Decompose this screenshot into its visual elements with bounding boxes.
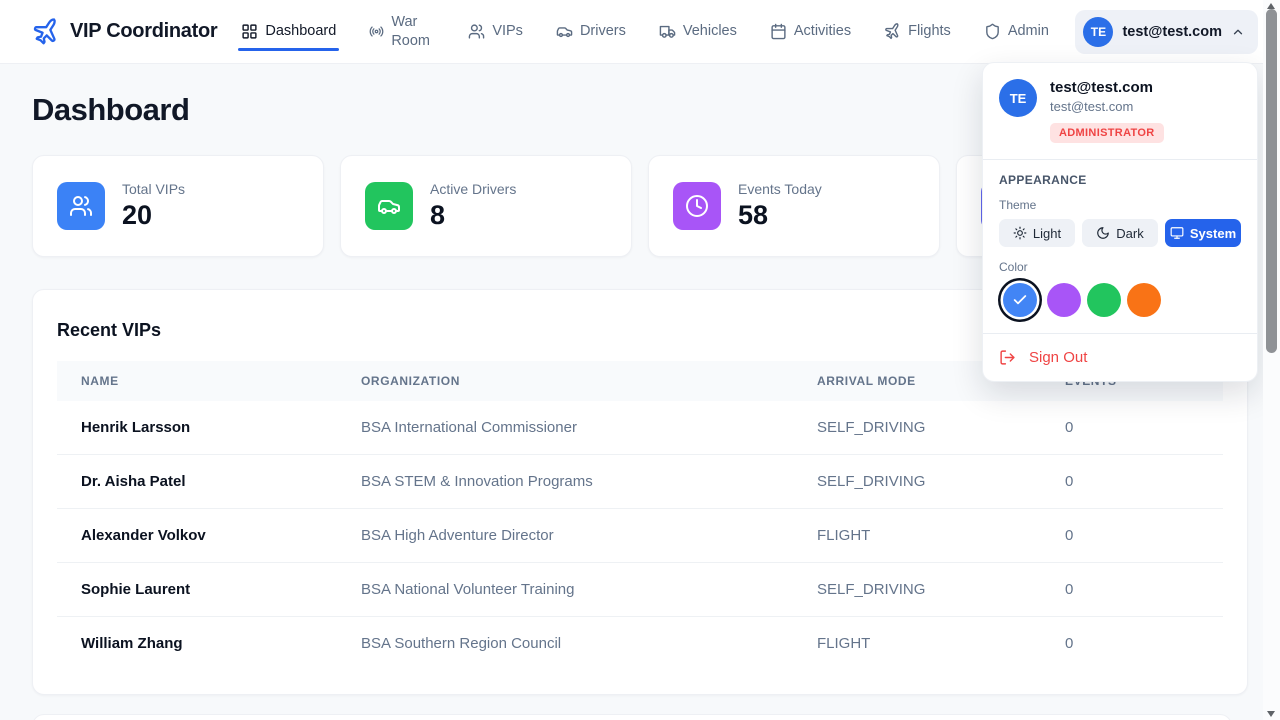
truck-icon xyxy=(659,23,676,40)
stat-value: 8 xyxy=(430,200,446,230)
plane-icon xyxy=(884,23,901,40)
theme-light-button[interactable]: Light xyxy=(999,219,1075,247)
scroll-up-arrow-icon[interactable] xyxy=(1267,3,1275,9)
car-icon xyxy=(556,23,573,40)
stat-card-events-today: Events Today 58 xyxy=(648,155,940,257)
monitor-icon xyxy=(1170,226,1184,240)
panel-title: Recent VIPs xyxy=(57,320,162,340)
appearance-section: APPEARANCE Theme Light Dark xyxy=(983,160,1257,333)
table-row[interactable]: Henrik Larsson BSA International Commiss… xyxy=(81,419,1074,436)
dropdown-user-name: test@test.com xyxy=(1050,79,1153,96)
app-title: VIP Coordinator xyxy=(70,20,218,42)
users-icon xyxy=(468,23,485,40)
avatar: TE xyxy=(999,79,1037,117)
table-row[interactable]: Alexander Volkov BSA High Adventure Dire… xyxy=(57,508,1223,563)
recent-vips-table: Name Organization Arrival Mode Events He… xyxy=(57,361,1223,670)
nav-item-dashboard[interactable]: Dashboard xyxy=(238,22,340,51)
dropdown-user-email: test@test.com xyxy=(1050,99,1134,114)
column-header-organization: Organization xyxy=(337,361,793,401)
sign-out-button[interactable]: Sign Out xyxy=(983,334,1257,381)
nav-item-activities[interactable]: Activities xyxy=(770,22,851,40)
calendar-icon xyxy=(770,23,787,40)
user-dropdown-menu: TE test@test.com test@test.com ADMINISTR… xyxy=(982,62,1258,382)
check-icon xyxy=(1012,292,1028,308)
stat-label: Total VIPs xyxy=(122,181,186,197)
table-header-row: Name Organization Arrival Mode Events xyxy=(57,361,1223,401)
nav-item-war-room[interactable]: War Room xyxy=(369,13,435,49)
car-icon xyxy=(365,182,413,230)
user-menu-button[interactable]: TE test@test.com xyxy=(1075,10,1258,54)
avatar: TE xyxy=(1083,17,1114,47)
table-row[interactable]: William Zhang BSA Southern Region Counci… xyxy=(57,616,1223,671)
color-swatch-orange[interactable] xyxy=(1127,283,1161,317)
radio-tower-icon xyxy=(369,24,384,39)
log-out-icon xyxy=(999,349,1016,366)
stat-label: Events Today xyxy=(738,181,822,197)
users-icon xyxy=(57,182,105,230)
theme-switcher: Light Dark System xyxy=(999,219,1241,247)
user-email: test@test.com xyxy=(1122,24,1222,40)
table-row[interactable]: Dr. Aisha Patel BSA STEM & Innovation Pr… xyxy=(57,454,1223,509)
stat-label: Active Drivers xyxy=(430,181,517,197)
color-swatch-green[interactable] xyxy=(1087,283,1121,317)
plane-logo-icon xyxy=(32,17,60,46)
stat-value: 20 xyxy=(122,200,153,230)
top-nav-bar: VIP Coordinator Dashboard War Room xyxy=(0,0,1280,64)
vertical-scrollbar[interactable] xyxy=(1263,0,1280,720)
column-header-name: Name xyxy=(57,361,337,401)
chevron-up-icon xyxy=(1231,25,1245,39)
shield-icon xyxy=(984,23,1001,40)
color-swatch-blue[interactable] xyxy=(1003,283,1037,317)
brand: VIP Coordinator xyxy=(32,17,218,46)
sun-icon xyxy=(1013,226,1027,240)
scrollbar-thumb[interactable] xyxy=(1266,9,1277,353)
main-content: Dashboard Total VIPs 20 Active Drivers 8 xyxy=(0,92,1280,695)
layout-grid-icon xyxy=(241,23,258,40)
divider xyxy=(983,333,1257,334)
table-row[interactable]: Sophie Laurent BSA National Volunteer Tr… xyxy=(57,562,1223,617)
theme-dark-button[interactable]: Dark xyxy=(1082,219,1158,247)
color-label: Color xyxy=(999,260,1028,274)
nav-item-admin[interactable]: Admin xyxy=(984,22,1049,40)
role-badge: ADMINISTRATOR xyxy=(1050,123,1164,143)
stat-card-total-vips: Total VIPs 20 xyxy=(32,155,324,257)
appearance-heading: APPEARANCE xyxy=(999,173,1087,187)
moon-icon xyxy=(1096,226,1110,240)
main-nav: Dashboard War Room VIPs xyxy=(238,13,1049,51)
clock-icon xyxy=(673,182,721,230)
nav-item-vips[interactable]: VIPs xyxy=(468,22,523,40)
nav-item-drivers[interactable]: Drivers xyxy=(556,22,626,40)
page-title: Dashboard xyxy=(32,92,190,127)
color-swatches xyxy=(999,283,1241,317)
nav-item-vehicles[interactable]: Vehicles xyxy=(659,22,737,40)
color-swatch-purple[interactable] xyxy=(1047,283,1081,317)
theme-label: Theme xyxy=(999,198,1037,212)
scroll-down-arrow-icon[interactable] xyxy=(1267,711,1275,717)
stat-value: 58 xyxy=(738,200,769,230)
nav-item-flights[interactable]: Flights xyxy=(884,22,951,40)
dropdown-user-info: TE test@test.com test@test.com ADMINISTR… xyxy=(983,63,1257,159)
stat-card-active-drivers: Active Drivers 8 xyxy=(340,155,632,257)
divider xyxy=(983,159,1257,160)
next-section-panel-edge xyxy=(32,714,1232,720)
theme-system-button[interactable]: System xyxy=(1165,219,1241,247)
